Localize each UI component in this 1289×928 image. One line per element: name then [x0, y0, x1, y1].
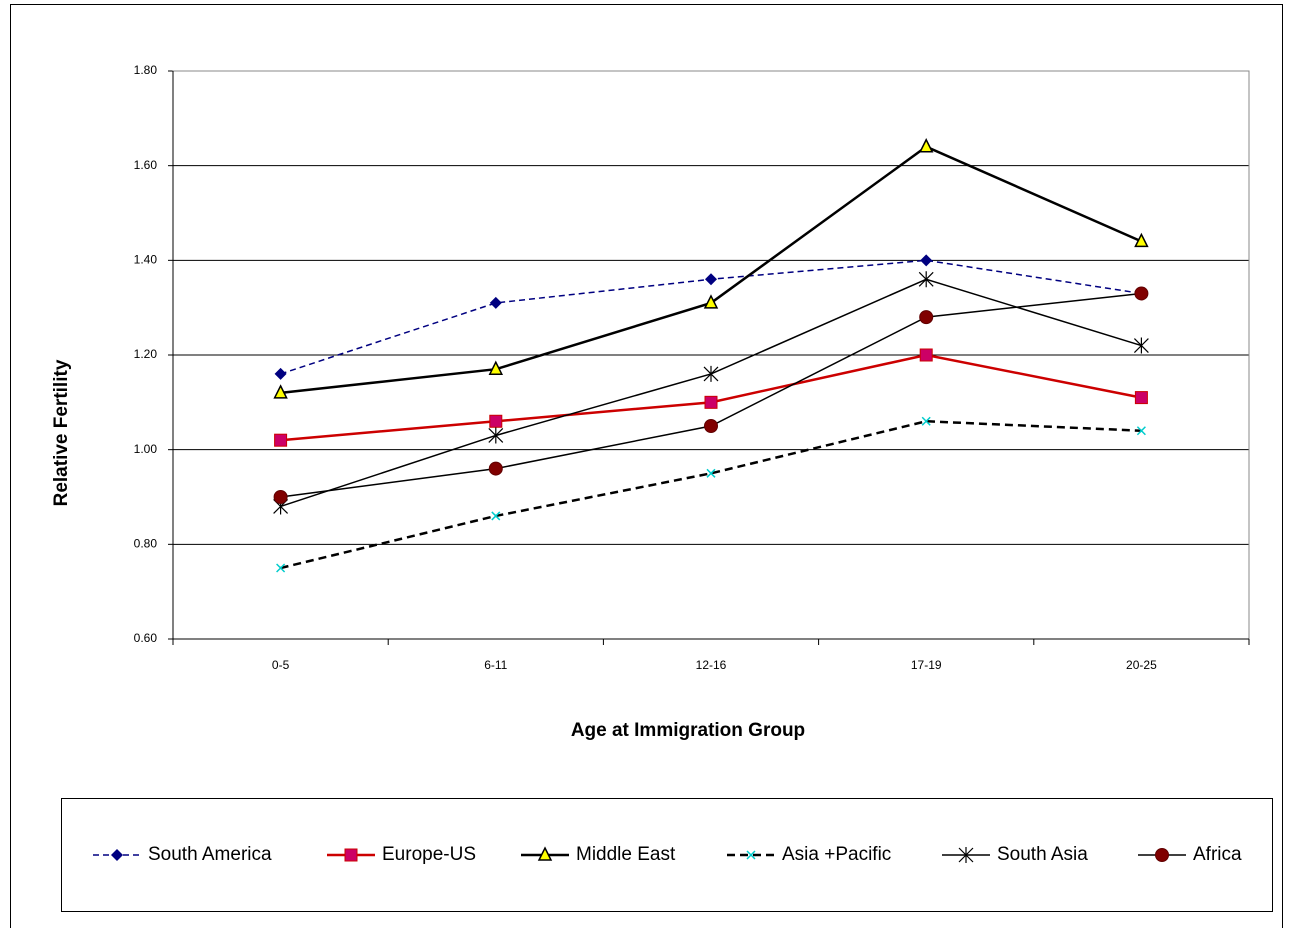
legend-marker [746, 850, 756, 860]
point [489, 414, 503, 428]
x-tick-label: 17-19 [911, 658, 942, 672]
point [704, 419, 718, 433]
chart-border [10, 4, 1283, 928]
series-line [280, 292, 1142, 498]
y-tick-label: 1.40 [134, 253, 158, 267]
point [273, 384, 288, 399]
point [919, 348, 933, 362]
x-tick-label: 20-25 [1126, 658, 1157, 672]
legend-label: Middle East [576, 844, 676, 865]
point [488, 427, 504, 444]
point [274, 367, 287, 380]
y-tick-label: 1.60 [134, 158, 158, 172]
point [703, 294, 719, 309]
point [703, 365, 719, 382]
legend-marker [537, 846, 553, 861]
y-tick-label: 1.00 [134, 442, 158, 456]
point [274, 433, 288, 447]
x-tick-label: 6-11 [484, 658, 507, 672]
series-line [280, 420, 1142, 570]
legend-label: Europe-US [382, 844, 476, 865]
point [1134, 391, 1148, 405]
point [488, 461, 503, 476]
point [1134, 286, 1149, 301]
y-tick-label: 0.60 [134, 631, 158, 645]
point [1133, 337, 1149, 354]
y-tick-label: 1.80 [134, 63, 158, 77]
y-tick-label: 0.80 [134, 537, 158, 551]
x-tick-label: 0-5 [272, 658, 290, 672]
series-line [280, 145, 1142, 395]
point [921, 416, 931, 426]
point [706, 468, 716, 478]
legend-marker [1155, 848, 1169, 862]
point [276, 563, 286, 573]
legend-marker [344, 848, 358, 862]
point [704, 395, 718, 409]
point [1136, 426, 1146, 436]
point [488, 360, 504, 375]
legend-label: Africa [1193, 844, 1242, 865]
point [491, 511, 501, 521]
point [273, 490, 288, 504]
point [489, 296, 502, 309]
x-axis-title: Age at Immigration Group [571, 720, 805, 741]
point [919, 310, 934, 325]
point [920, 254, 933, 267]
point [705, 273, 717, 286]
y-tick-label: 1.20 [134, 347, 158, 361]
legend-label: South Asia [997, 844, 1088, 865]
legend-box [61, 798, 1273, 912]
point [1134, 232, 1149, 248]
legend-marker [958, 847, 974, 863]
point [918, 138, 934, 153]
legend-label: South America [148, 844, 272, 865]
point [918, 271, 934, 288]
legend-label: Asia +Pacific [782, 844, 891, 865]
legend-marker [111, 849, 123, 861]
y-axis-title: Relative Fertility [51, 359, 72, 506]
x-tick-label: 12-16 [696, 658, 727, 672]
